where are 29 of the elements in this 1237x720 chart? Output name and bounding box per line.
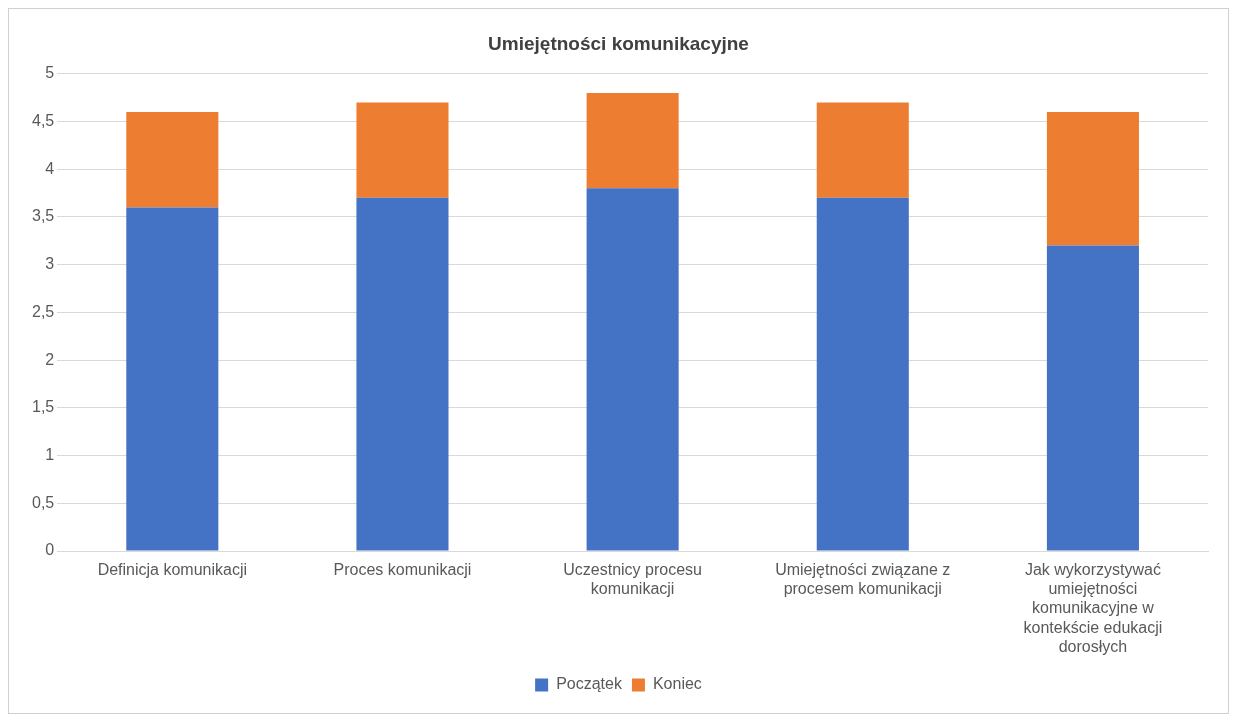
y-tick-label: 3,5 (31, 207, 55, 225)
bar (1046, 111, 1139, 246)
y-tick-label: 2 (45, 350, 55, 368)
legend-label: Koniec (652, 675, 702, 693)
bar (126, 111, 219, 208)
x-tick-label: Jak wykorzystywać umiejętności komunikacyjne w kontekście edukacji dorosłych (1023, 561, 1163, 655)
y-tick-label: 3 (45, 255, 55, 273)
y-tick-label: 5 (45, 64, 55, 82)
x-tick-label: Proces komunikacji (333, 561, 472, 579)
bar (586, 92, 679, 189)
x-tick-label: Uczestnicy procesu komunikacji (563, 561, 702, 598)
bar (1046, 245, 1139, 551)
bar (816, 102, 909, 198)
chart-title: Umiejętności komunikacyjne (488, 32, 749, 54)
bar (356, 197, 449, 551)
bar (816, 197, 909, 551)
x-tick-label: Umiejętności związane z procesem komunikacji (775, 561, 951, 598)
y-tick-label: 1,5 (31, 398, 55, 416)
y-tick-label: 1 (45, 445, 55, 463)
x-tick-label: Definicja komunikacji (97, 561, 248, 579)
bar (126, 207, 219, 551)
legend-label: Początek (556, 675, 623, 693)
bar (586, 188, 679, 551)
y-tick-label: 4 (45, 159, 55, 177)
y-tick-label: 0 (45, 541, 55, 559)
y-tick-label: 2,5 (31, 302, 55, 320)
y-tick-label: 4,5 (31, 111, 55, 129)
y-tick-label: 0,5 (31, 493, 55, 511)
bar (356, 102, 449, 198)
